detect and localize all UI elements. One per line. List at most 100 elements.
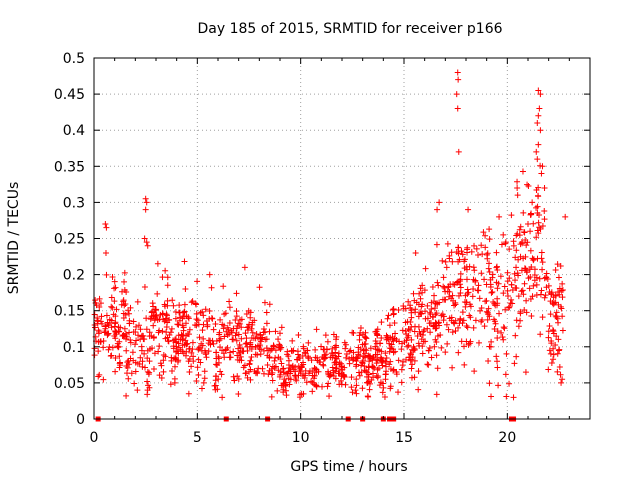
data-point [500, 290, 507, 297]
data-point [486, 313, 493, 320]
outlier-point [535, 112, 542, 119]
data-point [92, 297, 99, 304]
data-point [512, 332, 519, 339]
data-point [535, 230, 542, 237]
y-tick-label: 0.15 [54, 304, 85, 320]
data-point [550, 345, 557, 352]
data-point [257, 338, 264, 345]
data-point [523, 267, 530, 274]
data-point [121, 302, 128, 309]
data-point [328, 350, 335, 357]
data-point [463, 299, 470, 306]
data-point [210, 326, 217, 333]
outlier-point [103, 224, 110, 231]
data-point [108, 324, 115, 331]
data-point [445, 283, 452, 290]
data-point [175, 357, 182, 364]
data-point [482, 244, 489, 251]
outlier-point [206, 271, 213, 278]
data-point [484, 255, 491, 262]
data-point [311, 381, 318, 388]
data-point [456, 256, 463, 263]
data-point [238, 324, 245, 331]
data-point [274, 387, 281, 394]
data-point [212, 321, 219, 328]
data-point [111, 323, 118, 330]
data-point [405, 342, 412, 349]
data-point [167, 381, 174, 388]
data-point [313, 369, 320, 376]
data-point [457, 316, 464, 323]
data-point [446, 255, 453, 262]
data-point [374, 357, 381, 364]
data-point [268, 393, 275, 400]
data-point [318, 343, 325, 350]
data-point [246, 321, 253, 328]
data-point [94, 315, 101, 322]
data-point [505, 304, 512, 311]
data-point [294, 356, 301, 363]
outlier-point [143, 239, 150, 246]
data-point [533, 281, 540, 288]
data-point [331, 359, 338, 366]
data-point [111, 333, 118, 340]
data-point [272, 347, 279, 354]
data-point [486, 236, 493, 243]
data-point [120, 310, 127, 317]
data-point [502, 306, 509, 313]
data-point [196, 334, 203, 341]
data-point [483, 308, 490, 315]
outlier-point [559, 376, 566, 383]
data-point [378, 319, 385, 326]
data-point [388, 341, 395, 348]
data-point [150, 303, 157, 310]
outlier-point [562, 213, 569, 220]
data-point [308, 378, 315, 385]
data-point [514, 270, 521, 277]
outlier-point [241, 264, 248, 271]
data-point [462, 303, 469, 310]
data-point [455, 349, 462, 356]
data-point [496, 310, 503, 317]
data-point [499, 333, 506, 340]
x-tick-label: 15 [395, 430, 413, 446]
data-point [428, 305, 435, 312]
data-point [234, 352, 241, 359]
data-point [295, 332, 302, 339]
data-point [208, 284, 215, 291]
data-point [468, 248, 475, 255]
data-point [530, 220, 537, 227]
data-point [494, 358, 501, 365]
data-point [493, 264, 500, 271]
data-point [280, 365, 287, 372]
data-point [174, 348, 181, 355]
data-point [217, 316, 224, 323]
data-point [244, 347, 251, 354]
data-point [444, 288, 451, 295]
data-point [246, 360, 253, 367]
data-point [549, 327, 556, 334]
data-point [161, 318, 168, 325]
data-point [311, 375, 318, 382]
outlier-point [535, 141, 542, 148]
data-point [125, 375, 132, 382]
data-point [242, 330, 249, 337]
data-point [121, 269, 128, 276]
data-point [118, 301, 125, 308]
data-point [361, 333, 368, 340]
data-point [207, 341, 214, 348]
data-point [151, 312, 158, 319]
data-point [419, 289, 426, 296]
outlier-point [141, 235, 148, 242]
data-point [428, 299, 435, 306]
data-point [398, 379, 405, 386]
x-tick-label: 5 [193, 430, 202, 446]
data-point [374, 374, 381, 381]
data-point [503, 350, 510, 357]
data-point [424, 325, 431, 332]
data-point [500, 231, 507, 238]
data-point [356, 372, 363, 379]
data-point [476, 339, 483, 346]
data-point [332, 368, 339, 375]
y-tick-label: 0 [76, 412, 85, 428]
